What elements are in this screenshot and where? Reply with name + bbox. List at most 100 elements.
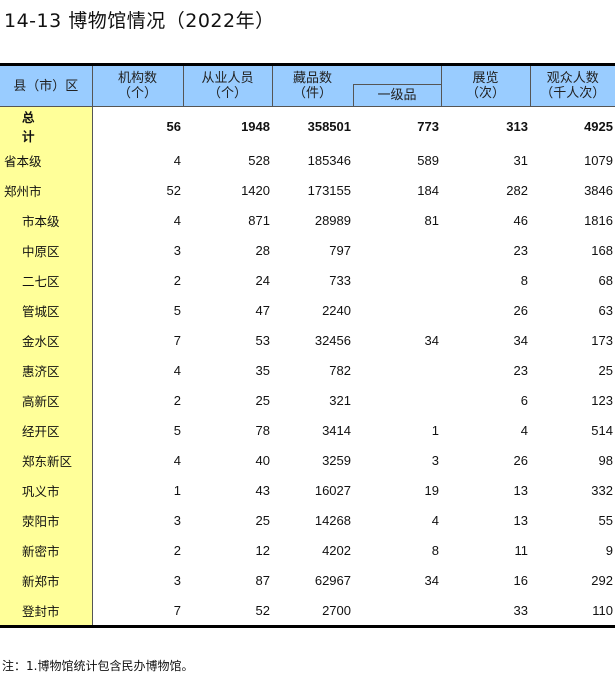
region-name: 新密市 [0, 535, 93, 565]
cell-visitors: 173 [591, 332, 613, 348]
cell-visitors: 55 [598, 512, 613, 528]
cell-grade1: 589 [417, 152, 439, 168]
cell-staff: 53 [255, 332, 270, 348]
region-name: 巩义市 [0, 475, 93, 505]
footnote: 注：1.博物馆统计包含民办博物馆。 [2, 659, 194, 673]
cell-institutions: 56 [166, 118, 181, 134]
header-institutions: 机构数 （个） [91, 64, 184, 107]
table-row: 管城区 5 47 2240 26 63 [0, 295, 615, 325]
table-row: 荥阳市 3 25 14268 4 13 55 [0, 505, 615, 535]
cell-grade1: 184 [417, 182, 439, 198]
cell-staff: 35 [255, 362, 270, 378]
region-name: 总 计 [0, 106, 93, 145]
cell-staff: 40 [255, 452, 270, 468]
header-staff: 从业人员 （个） [182, 64, 273, 107]
header-collections-spacer [353, 64, 442, 85]
cell-institutions: 2 [173, 392, 181, 408]
cell-exhibitions: 4 [520, 422, 528, 438]
header-visitors: 观众人数 （千人次） [529, 64, 615, 107]
cell-visitors: 168 [591, 242, 613, 258]
cell-grade1 [353, 295, 441, 325]
cell-visitors: 63 [598, 302, 613, 318]
cell-institutions: 3 [173, 572, 181, 588]
cell-collections: 32456 [314, 332, 351, 348]
header-region: 县（市）区 [0, 64, 93, 107]
cell-institutions: 4 [173, 212, 181, 228]
cell-institutions: 7 [173, 602, 181, 618]
cell-exhibitions: 46 [513, 212, 528, 228]
cell-exhibitions: 26 [513, 302, 528, 318]
cell-institutions: 1 [173, 482, 181, 498]
cell-institutions: 52 [166, 182, 181, 198]
cell-exhibitions: 16 [513, 572, 528, 588]
region-name: 二七区 [0, 265, 93, 295]
cell-grade1: 19 [424, 482, 439, 498]
cell-collections: 2700 [322, 602, 351, 618]
cell-grade1 [353, 265, 441, 295]
table-row: 新郑市 3 87 62967 34 16 292 [0, 565, 615, 595]
cell-institutions: 4 [173, 452, 181, 468]
table-row: 郑州市 52 1420 173155 184 282 3846 [0, 175, 615, 205]
cell-exhibitions: 313 [506, 118, 528, 134]
region-name: 郑东新区 [0, 445, 93, 475]
cell-exhibitions: 6 [520, 392, 528, 408]
cell-exhibitions: 31 [513, 152, 528, 168]
cell-grade1: 8 [431, 542, 439, 558]
header-grade1: 一级品 [352, 84, 442, 107]
region-name: 郑州市 [0, 175, 93, 205]
cell-staff: 1420 [241, 182, 270, 198]
region-name: 登封市 [0, 595, 93, 627]
cell-visitors: 514 [591, 422, 613, 438]
cell-grade1 [353, 385, 441, 415]
cell-collections: 4202 [322, 542, 351, 558]
cell-collections: 2240 [322, 302, 351, 318]
cell-grade1: 81 [424, 212, 439, 228]
cell-exhibitions: 13 [513, 482, 528, 498]
cell-visitors: 3846 [584, 182, 613, 198]
region-name: 经开区 [0, 415, 93, 445]
cell-staff: 1948 [241, 118, 270, 134]
cell-staff: 52 [255, 602, 270, 618]
region-name: 新郑市 [0, 565, 93, 595]
table-row: 巩义市 1 43 16027 19 13 332 [0, 475, 615, 505]
cell-staff: 24 [255, 272, 270, 288]
table-row: 经开区 5 78 3414 1 4 514 [0, 415, 615, 445]
table-row: 金水区 7 53 32456 34 34 173 [0, 325, 615, 355]
cell-staff: 25 [255, 392, 270, 408]
cell-grade1: 1 [431, 422, 439, 438]
cell-grade1: 773 [417, 118, 439, 134]
cell-collections: 3414 [322, 422, 351, 438]
cell-exhibitions: 282 [506, 182, 528, 198]
cell-collections: 28989 [314, 212, 351, 228]
cell-collections: 321 [329, 392, 351, 408]
cell-grade1 [353, 235, 441, 265]
cell-institutions: 4 [173, 152, 181, 168]
cell-staff: 47 [255, 302, 270, 318]
cell-grade1: 4 [431, 512, 439, 528]
cell-exhibitions: 33 [513, 602, 528, 618]
cell-institutions: 2 [173, 542, 181, 558]
cell-staff: 871 [248, 212, 270, 228]
cell-collections: 14268 [314, 512, 351, 528]
region-name: 高新区 [0, 385, 93, 415]
cell-collections: 782 [329, 362, 351, 378]
cell-visitors: 68 [598, 272, 613, 288]
table-row: 市本级 4 871 28989 81 46 1816 [0, 205, 615, 235]
cell-collections: 3259 [322, 452, 351, 468]
region-name: 中原区 [0, 235, 93, 265]
cell-institutions: 3 [173, 242, 181, 258]
region-name: 管城区 [0, 295, 93, 325]
header-collections: 藏品数 （件） [271, 64, 353, 107]
table-row: 高新区 2 25 321 6 123 [0, 385, 615, 415]
cell-institutions: 5 [173, 422, 181, 438]
region-name: 金水区 [0, 325, 93, 355]
cell-exhibitions: 8 [520, 272, 528, 288]
page-title: 14-13 博物馆情况（2022年） [4, 10, 275, 32]
cell-grade1: 34 [424, 572, 439, 588]
cell-institutions: 7 [173, 332, 181, 348]
cell-staff: 12 [255, 542, 270, 558]
cell-visitors: 4925 [584, 118, 613, 134]
cell-exhibitions: 13 [513, 512, 528, 528]
cell-grade1: 34 [424, 332, 439, 348]
region-name: 市本级 [0, 205, 93, 235]
